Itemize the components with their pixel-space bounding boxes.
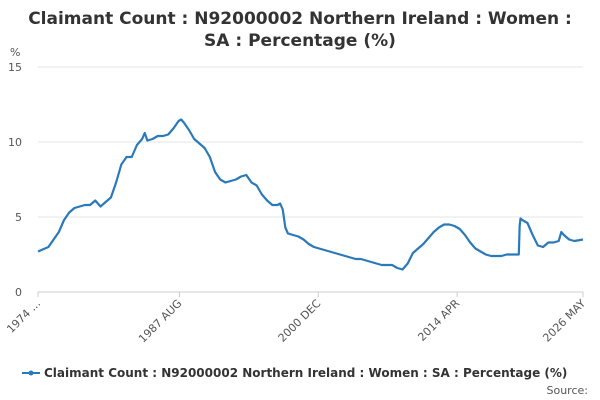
y-tick-label: 5 <box>15 211 22 224</box>
x-tick-label: 2000 DEC <box>276 297 324 345</box>
legend-label: Claimant Count : N92000002 Northern Irel… <box>44 366 567 380</box>
legend-marker <box>28 370 34 376</box>
data-line <box>37 118 584 271</box>
x-tick-label: 2014 APR <box>415 297 462 344</box>
x-tick-label: 1987 AUG <box>136 297 185 346</box>
y-tick-label: 10 <box>8 136 22 149</box>
y-tick-label: 15 <box>8 61 22 74</box>
source: Source: <box>547 384 589 397</box>
x-tick-label: 1974 ... <box>4 297 43 336</box>
chart-title: Claimant Count : N92000002 Northern Irel… <box>28 9 572 29</box>
y-axis-label: % <box>10 46 20 59</box>
x-tick-label: 2026 MAY <box>540 297 588 345</box>
y-tick-label: 0 <box>15 286 22 299</box>
chart-title: SA : Percentage (%) <box>204 31 396 51</box>
